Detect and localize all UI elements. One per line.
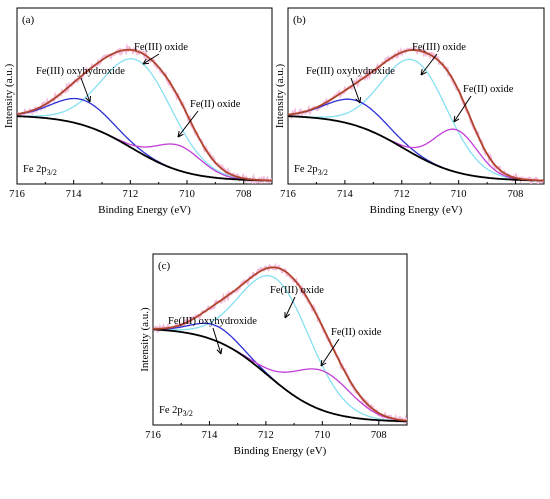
y-axis-label: Intensity (a.u.) (3, 63, 15, 128)
x-tick-label: 714 (337, 189, 354, 200)
y-axis-label: Intensity (a.u.) (139, 307, 151, 372)
plot-frame-a (16, 7, 273, 185)
x-tick-label: 714 (202, 430, 219, 441)
x-axis-label: Binding Energy (eV) (370, 204, 463, 216)
panel-c: 716 714 712 710 708 Binding Energy (eV) Intens… (139, 253, 408, 457)
arrow-head-icon (85, 95, 91, 103)
plot-frame-b (287, 7, 545, 185)
arrow-head-icon (142, 58, 150, 65)
annotation-fe2-oxide: Fe(II) oxide (463, 84, 514, 95)
arrow-head-icon (453, 115, 460, 123)
annotation-arrow (420, 53, 438, 76)
envelope-line (288, 49, 544, 182)
x-tick-label: 712 (122, 189, 138, 200)
arrow-head-icon (284, 312, 291, 319)
envelope-line (153, 266, 407, 422)
annotation-arrow (177, 110, 199, 138)
annotation-arrow (453, 95, 472, 123)
background-line (153, 328, 407, 423)
panel-a: 716 714 712 710 708 Binding Energy (eV) Intens… (3, 7, 273, 216)
plot-area-b (288, 45, 544, 184)
annotation-fe3-oxide: Fe(III) oxide (412, 42, 466, 53)
annotation-arrow (80, 77, 91, 103)
plot-frame-c (152, 253, 408, 426)
plot-area-a (17, 43, 272, 184)
x-tick-label: 708 (236, 189, 252, 200)
annotation-fe2-oxide: Fe(II) oxide (190, 99, 241, 110)
annotation-fe3-oxyhydroxide: Fe(III) oxyhydroxide (168, 316, 257, 327)
panel-b: 716 714 712 710 708 Binding Energy (eV) Intens… (274, 7, 545, 216)
envelope-line (17, 48, 272, 182)
x-tick-label: 710 (179, 189, 195, 200)
spectrum-label: Fe 2p3/2 (294, 164, 328, 177)
annotation-arrow (284, 296, 296, 319)
panel-label: (c) (158, 260, 171, 272)
panel-label: (b) (293, 14, 306, 26)
annotation-arrow (350, 77, 361, 104)
annotation-fe2-oxide: Fe(II) oxide (331, 327, 382, 338)
annotation-arrow (142, 53, 160, 65)
annotation-fe3-oxyhydroxide: Fe(III) oxyhydroxide (306, 66, 395, 77)
plot-area-c (153, 262, 407, 425)
x-tick-label: 712 (394, 189, 410, 200)
x-tick-label: 710 (314, 430, 330, 441)
x-tick-label: 708 (508, 189, 524, 200)
spectrum-label: Fe 2p3/2 (23, 164, 57, 177)
annotation-fe3-oxide: Fe(III) oxide (134, 42, 188, 53)
background-line (17, 115, 272, 182)
arrow-head-icon (320, 360, 327, 367)
arrow-head-icon (355, 96, 362, 104)
panel-label: (a) (22, 14, 35, 26)
annotation-fe3-oxide: Fe(III) oxide (270, 285, 324, 296)
x-tick-label: 714 (66, 189, 83, 200)
x-tick-label: 716 (9, 189, 25, 200)
arrow-head-icon (216, 348, 223, 355)
fe3-oxide-peak-line (17, 58, 272, 182)
fe3-oxide-peak-line (288, 58, 544, 182)
fe3-oxide-peak-line (153, 274, 407, 422)
annotation-arrow (212, 327, 222, 355)
background-line (288, 115, 544, 182)
y-axis-label: Intensity (a.u.) (274, 63, 286, 128)
x-tick-label: 716 (280, 189, 296, 200)
arrow-head-icon (420, 69, 427, 76)
x-axis-label: Binding Energy (eV) (98, 204, 191, 216)
x-tick-label: 710 (451, 189, 467, 200)
x-axis-label: Binding Energy (eV) (234, 445, 327, 457)
arrow-head-icon (177, 131, 184, 138)
x-tick-label: 708 (371, 430, 387, 441)
x-tick-label: 716 (145, 430, 161, 441)
x-tick-label: 712 (258, 430, 274, 441)
annotation-fe3-oxyhydroxide: Fe(III) oxyhydroxide (36, 66, 125, 77)
annotation-arrow (320, 338, 340, 367)
spectrum-label: Fe 2p3/2 (159, 405, 193, 418)
